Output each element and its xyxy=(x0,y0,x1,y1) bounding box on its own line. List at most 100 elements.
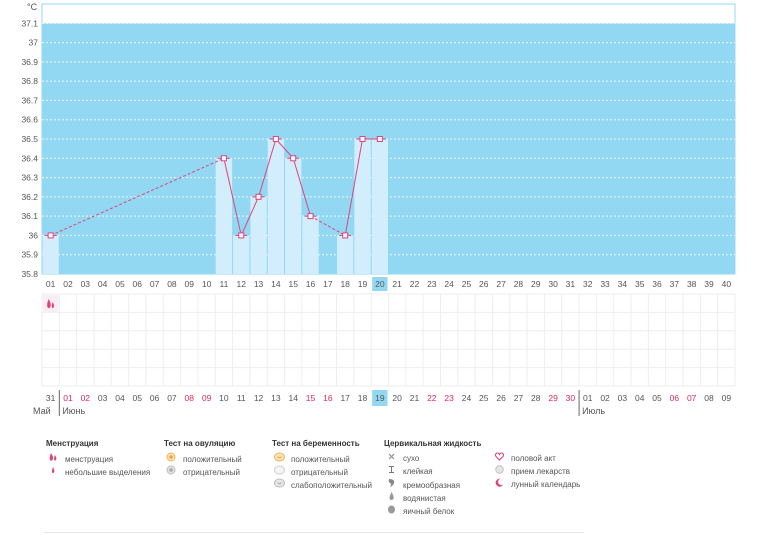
date-label: 07 xyxy=(167,393,177,403)
temperature-point xyxy=(376,136,383,142)
temperature-point xyxy=(220,155,227,162)
legend-item: яичный белок xyxy=(384,504,481,517)
menstruation-cell xyxy=(43,295,59,313)
legend-title: Цервикальная жидкость xyxy=(384,439,482,448)
cycle-day-label: 21 xyxy=(392,279,402,289)
date-label: 04 xyxy=(635,393,645,403)
legend-item: клейкая xyxy=(384,465,481,478)
legend-item: кремообразная xyxy=(384,478,481,491)
cycle-day-label: 23 xyxy=(427,279,437,289)
legend-item: слабоположительный xyxy=(272,478,372,491)
legend-label: прием лекарств xyxy=(511,467,571,476)
ovulation-positive-icon xyxy=(164,452,178,466)
pregnancy-positive-icon xyxy=(272,452,286,466)
cycle-day-label: 08 xyxy=(167,279,177,289)
heart-icon xyxy=(492,452,506,465)
legend-label: водянистая xyxy=(403,494,446,503)
cycle-day-label: 11 xyxy=(219,279,228,289)
ovulation-negative-icon xyxy=(164,465,178,479)
cycle-day-label: 26 xyxy=(479,279,489,289)
temperature-bar xyxy=(250,196,267,274)
y-tick-label: 36.6 xyxy=(21,115,38,125)
cycle-day-label: 06 xyxy=(133,279,143,289)
y-tick-label: 36.9 xyxy=(21,57,38,67)
cycle-day-label: 03 xyxy=(81,279,91,289)
temperature-point xyxy=(255,193,262,200)
cycle-day-label: 18 xyxy=(340,279,350,289)
date-label: 05 xyxy=(652,393,662,403)
temperature-line xyxy=(275,138,294,159)
date-label: 26 xyxy=(496,393,506,403)
legend-label: половой акт xyxy=(511,454,556,463)
date-label: 05 xyxy=(133,393,143,403)
date-label: 21 xyxy=(410,393,420,403)
drop-pair-icon xyxy=(46,452,60,466)
legend-label: слабоположительный xyxy=(291,481,372,490)
temperature-point xyxy=(342,232,349,239)
temperature-point xyxy=(290,155,297,162)
moon-icon xyxy=(492,478,506,491)
temperature-bar xyxy=(302,216,319,274)
y-tick-label: 36.3 xyxy=(21,173,38,183)
date-label: 08 xyxy=(185,393,195,403)
cycle-day-label: 28 xyxy=(514,279,524,289)
temperature-bar xyxy=(215,158,233,274)
date-label: 07 xyxy=(687,393,697,403)
egg-white-icon xyxy=(384,504,398,518)
cycle-day-label: 31 xyxy=(566,279,576,289)
date-label: 17 xyxy=(340,393,350,403)
legend-item: отрицательный xyxy=(164,465,242,478)
cycle-day-label: 19 xyxy=(358,279,368,289)
legend-label: отрицательный xyxy=(183,468,240,477)
temperature-bar xyxy=(233,235,250,274)
date-label: 09 xyxy=(722,393,732,403)
chart-band xyxy=(42,23,735,274)
cycle-day-label: 14 xyxy=(271,279,281,289)
month-label: Май xyxy=(33,406,51,416)
temperature-point xyxy=(307,213,314,220)
date-label: 01 xyxy=(583,393,593,403)
cycle-day-label: 20 xyxy=(375,279,385,289)
pregnancy-weak-icon xyxy=(272,478,286,492)
y-tick-label: 35.9 xyxy=(21,250,38,260)
cycle-day-label: 07 xyxy=(150,279,160,289)
cycle-day-label: 38 xyxy=(687,279,697,289)
current-day-highlight xyxy=(372,277,388,291)
date-label: 14 xyxy=(288,393,298,403)
y-tick-label: 36.2 xyxy=(21,192,38,202)
date-label: 25 xyxy=(479,393,489,403)
temperature-point xyxy=(47,232,54,239)
date-label: 01 xyxy=(63,393,73,403)
cycle-day-label: 01 xyxy=(46,279,56,289)
temperature-line xyxy=(240,196,260,236)
legend-group-other: половой акт прием лекарств лунный календ… xyxy=(492,452,580,491)
month-label: Июнь xyxy=(62,406,85,416)
temperature-point xyxy=(272,136,279,142)
y-tick-label: 36.4 xyxy=(21,153,38,163)
temperature-bar xyxy=(337,235,354,274)
cycle-day-label: 13 xyxy=(254,279,264,289)
temperature-bar xyxy=(354,139,371,274)
month-label: Июль xyxy=(582,406,605,416)
cycle-day-label: 15 xyxy=(288,279,298,289)
cycle-day-label: 04 xyxy=(98,279,108,289)
date-label: 13 xyxy=(271,393,281,403)
legend-item: половой акт xyxy=(492,452,580,465)
legend-divider xyxy=(44,532,584,533)
cycle-day-label: 34 xyxy=(618,279,628,289)
date-label: 28 xyxy=(531,393,541,403)
menstruation-icon xyxy=(47,299,55,309)
date-label: 02 xyxy=(81,393,91,403)
t-bar-icon xyxy=(384,465,398,478)
legend-label: яичный белок xyxy=(403,507,455,516)
y-tick-label: 36 xyxy=(29,230,39,240)
date-label: 30 xyxy=(566,393,576,403)
legend-label: сухо xyxy=(403,454,420,463)
cycle-day-label: 37 xyxy=(670,279,680,289)
date-label: 08 xyxy=(704,393,714,403)
temperature-line xyxy=(223,158,242,236)
y-tick-label: 35.8 xyxy=(21,269,38,279)
date-label: 02 xyxy=(600,393,610,403)
date-label: 23 xyxy=(444,393,454,403)
